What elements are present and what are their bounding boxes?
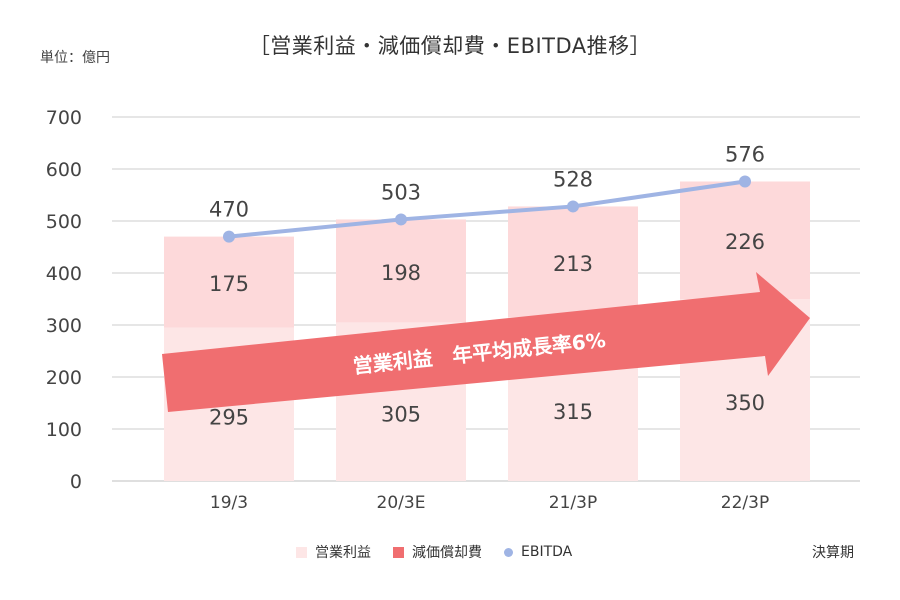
point-ebitda [739,175,751,188]
data-label-operating-income: 305 [381,403,421,427]
bar-depreciation [680,181,810,299]
legend: 営業利益 減価償却費 EBITDA [296,542,594,562]
data-label-ebitda: 503 [381,180,421,204]
y-tick-label: 400 [46,263,82,285]
y-tick-label: 300 [46,315,82,337]
data-label-operating-income: 315 [553,400,593,424]
y-tick-label: 100 [46,419,82,441]
bar-depreciation [164,236,294,328]
legend-swatch-depreciation [393,546,404,558]
bar-depreciation [508,206,638,318]
legend-item-ebitda: EBITDA [504,544,572,560]
legend-item-depreciation: 減価償却費 [393,542,482,562]
y-tick-label: 700 [46,107,82,129]
x-tick-label: 19/3 [210,493,248,513]
growth-arrow: 営業利益 年平均成長率6% [162,272,810,412]
data-label-ebitda: 576 [725,142,765,166]
point-ebitda [567,200,579,213]
legend-label-depreciation: 減価償却費 [412,545,482,561]
legend-item-operating-income: 営業利益 [296,542,371,562]
data-label-ebitda: 470 [209,198,249,222]
line-ebitda [227,179,747,239]
y-tick-label: 200 [46,367,82,389]
fiscal-period-label: 決算期 [812,545,854,561]
x-tick-label: 21/3P [549,493,597,513]
point-ebitda [223,230,235,243]
legend-swatch-operating-income [296,546,307,558]
data-label-depreciation: 226 [725,230,765,254]
data-label-operating-income: 350 [725,391,765,415]
growth-arrow-shape [162,272,810,412]
chart-title: ［営業利益・減価償却費・EBITDA推移］ [248,34,652,58]
y-tick-label: 600 [46,159,82,181]
x-tick-label: 20/3E [377,493,426,513]
data-label-depreciation: 175 [209,272,249,296]
x-tick-label: 22/3P [721,493,769,513]
legend-marker-ebitda [504,547,513,557]
bar-depreciation [336,219,466,323]
data-label-operating-income: 295 [209,405,249,429]
data-label-depreciation: 198 [381,261,421,285]
legend-label-ebitda: EBITDA [521,544,573,560]
unit-label: 単位：億円 [40,50,110,66]
point-ebitda [395,213,407,226]
data-label-ebitda: 528 [553,167,593,191]
y-tick-label: 500 [46,211,82,233]
y-tick-label: 0 [70,471,82,493]
data-label-depreciation: 213 [553,252,593,276]
legend-label-operating-income: 営業利益 [315,545,371,561]
